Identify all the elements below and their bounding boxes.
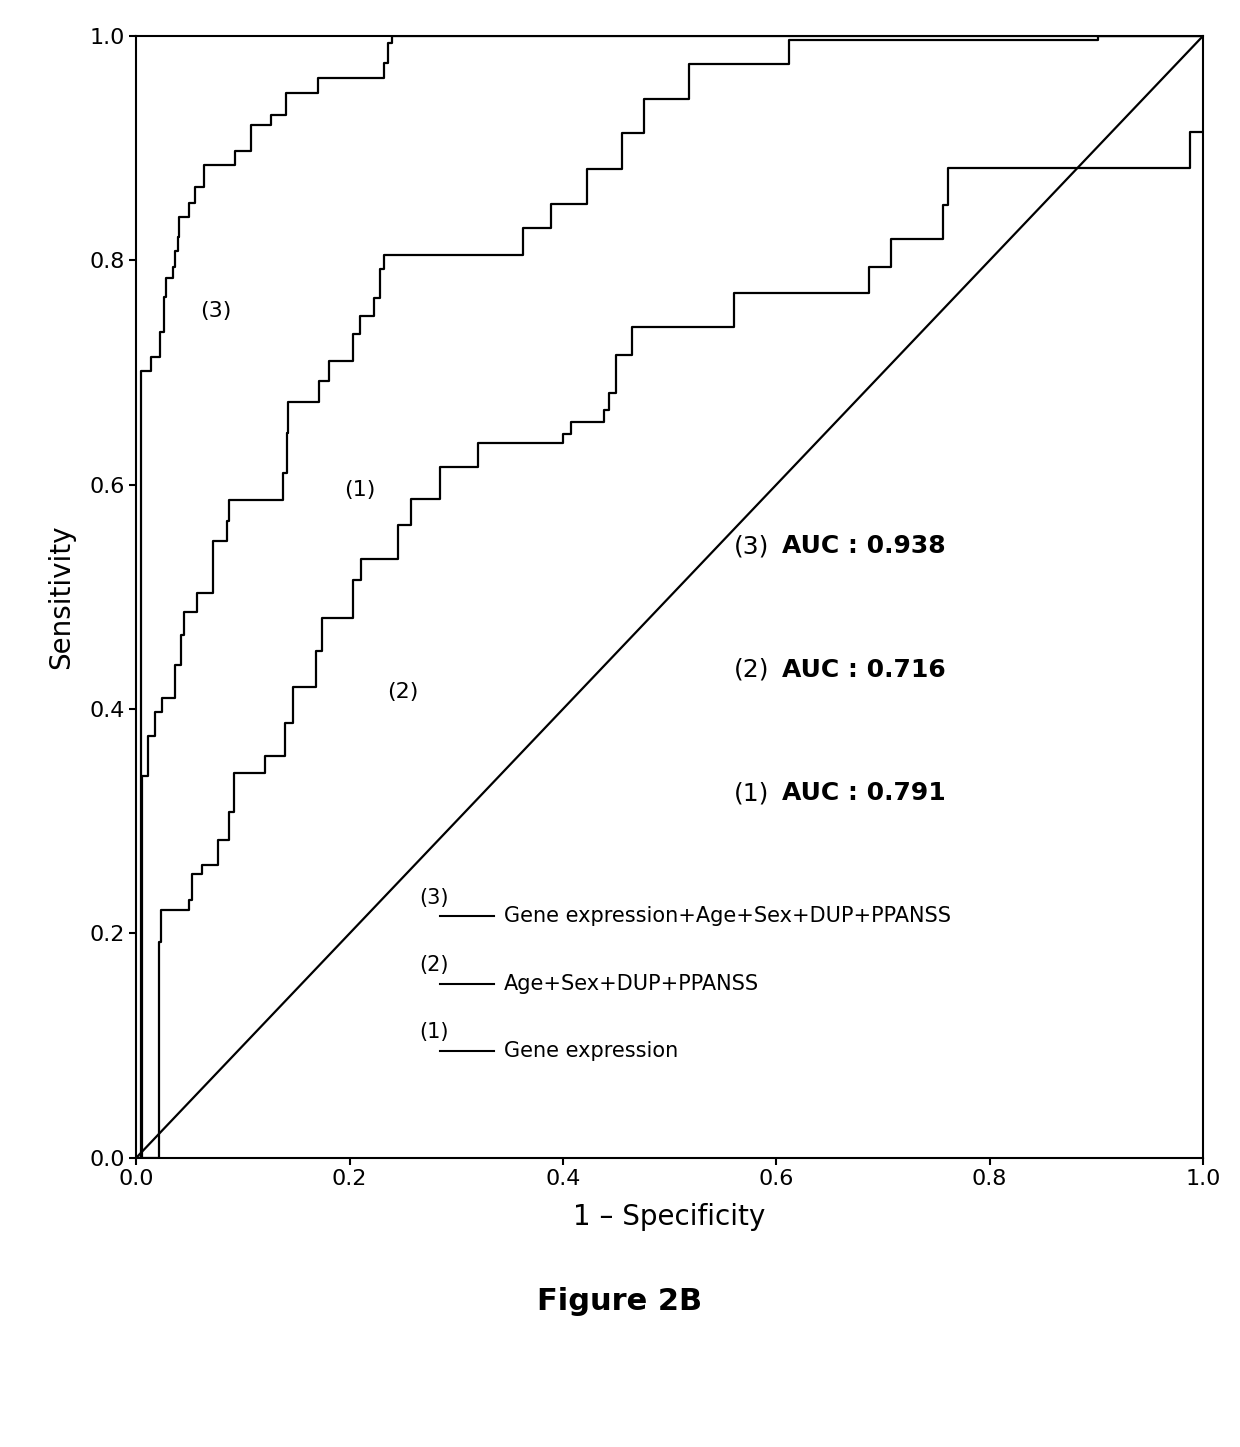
Text: (3): (3)	[419, 887, 449, 907]
Text: (1): (1)	[345, 480, 376, 501]
Text: (3): (3)	[734, 534, 769, 559]
Y-axis label: Sensitivity: Sensitivity	[47, 525, 76, 669]
Text: (1): (1)	[734, 781, 769, 805]
Text: (2): (2)	[387, 682, 418, 702]
Text: Figure 2B: Figure 2B	[537, 1286, 703, 1315]
Text: Age+Sex+DUP+PPANSS: Age+Sex+DUP+PPANSS	[505, 974, 759, 994]
Text: (2): (2)	[419, 955, 449, 975]
X-axis label: 1 – Specificity: 1 – Specificity	[573, 1204, 766, 1231]
Text: AUC : 0.791: AUC : 0.791	[781, 781, 945, 805]
Text: Gene expression+Age+Sex+DUP+PPANSS: Gene expression+Age+Sex+DUP+PPANSS	[505, 906, 951, 926]
Text: AUC : 0.938: AUC : 0.938	[781, 534, 945, 559]
Text: Gene expression: Gene expression	[505, 1040, 678, 1061]
Text: (1): (1)	[419, 1022, 449, 1042]
Text: (3): (3)	[201, 301, 232, 321]
Text: (2): (2)	[734, 658, 769, 682]
Text: AUC : 0.716: AUC : 0.716	[781, 658, 945, 682]
